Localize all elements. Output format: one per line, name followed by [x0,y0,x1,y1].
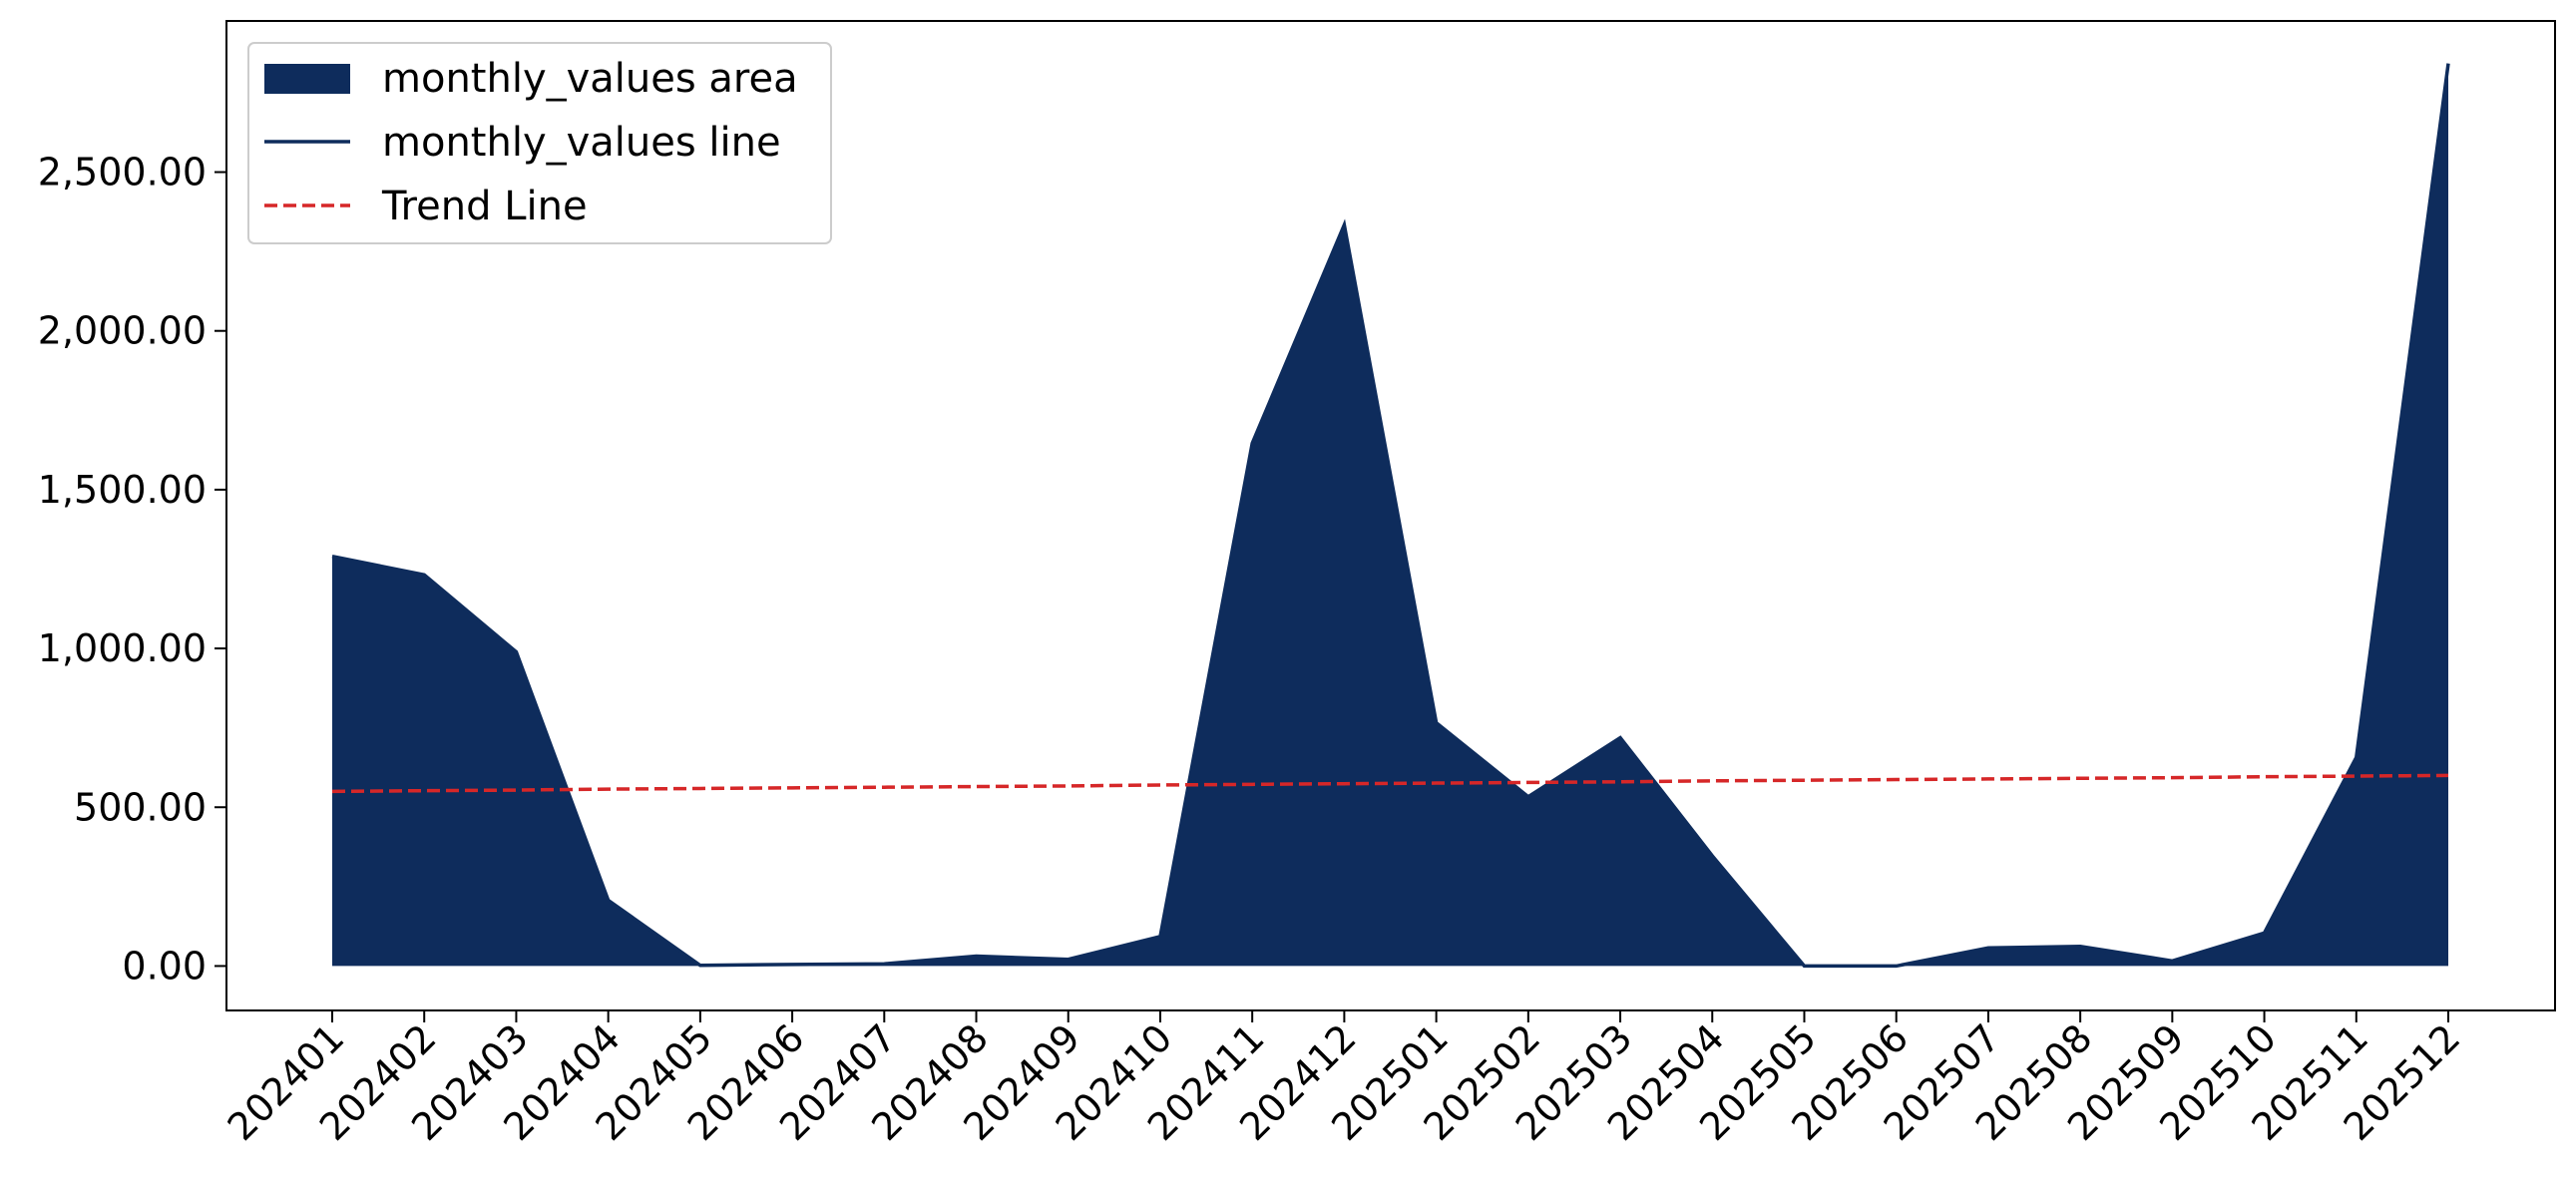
legend-swatch [264,64,350,94]
legend-label: monthly_values line [382,120,781,166]
y-tick-label: 2,000.00 [38,309,207,353]
legend: monthly_values area monthly_values line Tr… [247,42,832,244]
legend-box [247,42,832,244]
y-tick-label: 0.00 [122,944,207,988]
trend-line [331,773,2449,794]
plot-frame [225,20,2556,1011]
area [332,63,2448,967]
legend-label: Trend Line [381,184,588,229]
legend-label: monthly_values area [382,56,798,102]
y-tick-label: 1,000.00 [38,626,207,670]
y-tick-label: 2,500.00 [38,151,207,195]
y-tick-label: 500.00 [74,785,207,829]
line [331,63,2450,969]
y-tick-label: 1,500.00 [38,468,207,512]
